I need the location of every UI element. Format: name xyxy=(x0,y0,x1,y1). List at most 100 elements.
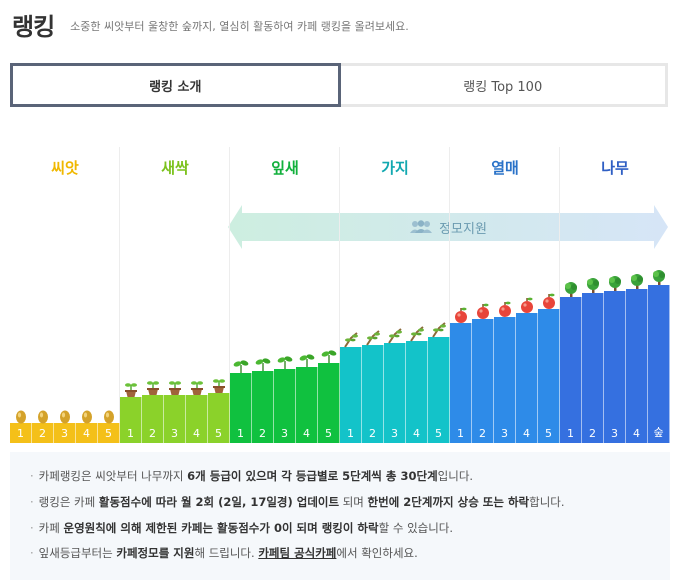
fruit-icon xyxy=(521,297,533,313)
stage-step-bar: 2 xyxy=(32,423,54,443)
branch-icon xyxy=(366,330,380,346)
stage-step-number: 4 xyxy=(193,427,200,440)
stage-step-number: 2 xyxy=(369,427,376,440)
sprout-pot-icon xyxy=(147,381,159,395)
stage-step-bar: 5 xyxy=(538,309,560,443)
tree-icon xyxy=(653,270,665,285)
stage-step-bar: 3 xyxy=(604,291,626,443)
stage-step-number: 2 xyxy=(259,427,266,440)
stage-step-bar: 1 xyxy=(560,297,582,443)
stage-step-bar: 1 xyxy=(120,397,142,443)
stage-step-bar: 3 xyxy=(494,317,516,443)
note-item: 랭킹은 카페 활동점수에 따라 월 2회 (2일, 17일경) 업데이트 되며 … xyxy=(30,494,565,510)
stage-step-bar: 5 xyxy=(208,393,230,443)
stage-step-number: 1 xyxy=(457,427,464,440)
branch-icon xyxy=(432,322,446,338)
leaf-icon xyxy=(299,354,315,367)
stage-step-number: 3 xyxy=(391,427,398,440)
stage-step-number: 3 xyxy=(281,427,288,440)
stage-divider xyxy=(559,147,560,437)
stage-step-bar: 5 xyxy=(318,363,340,443)
stage-step-number: 4 xyxy=(413,427,420,440)
fruit-icon xyxy=(477,303,489,319)
note-item: 카페랭킹은 씨앗부터 나무까지 6개 등급이 있으며 각 등급별로 5단계씩 총… xyxy=(30,468,473,484)
tab-bar: 랭킹 소개 랭킹 Top 100 xyxy=(10,63,668,107)
stage-step-number: 5 xyxy=(215,427,222,440)
branch-icon xyxy=(344,332,358,348)
stage-step-number: 2 xyxy=(479,427,486,440)
stage-step-number: 4 xyxy=(83,427,90,440)
stage-step-bar: 3 xyxy=(164,395,186,443)
sprout-pot-icon xyxy=(191,381,203,395)
tree-icon xyxy=(631,274,643,289)
ranking-stage-chart: 정모지원 씨앗 1 2 3 4 5 새싹 1 2 3 4 5 잎새 1 2 3 4 5 가지 1 2 3 4 5 열매 1 2 3 4 5… xyxy=(10,147,670,443)
tab-ranking-intro[interactable]: 랭킹 소개 xyxy=(10,63,341,107)
stage-step-bar: 4 xyxy=(76,423,98,443)
stage-label-3: 잎새 xyxy=(271,159,299,177)
stage-label-2: 새싹 xyxy=(161,159,189,177)
stage-divider xyxy=(119,147,120,437)
seed-icon xyxy=(104,410,114,424)
banner-content: 정모지원 xyxy=(228,205,668,249)
stage-step-bar: 3 xyxy=(274,369,296,443)
stage-step-number: 1 xyxy=(17,427,24,440)
page-subtitle: 소중한 씨앗부터 울창한 숲까지, 열심히 활동하여 카페 랭킹을 올려보세요. xyxy=(70,20,409,33)
tab-ranking-top100[interactable]: 랭킹 Top 100 xyxy=(340,63,668,107)
stage-divider xyxy=(339,147,340,437)
stage-step-number: 5 xyxy=(435,427,442,440)
leaf-icon xyxy=(321,350,337,363)
stage-step-number: 4 xyxy=(633,427,640,440)
stage-step-bar: 숲 xyxy=(648,285,670,443)
fruit-icon xyxy=(543,293,555,309)
stage-step-bar: 4 xyxy=(516,313,538,443)
stage-step-bar: 3 xyxy=(384,343,406,443)
stage-step-number: 2 xyxy=(589,427,596,440)
stage-step-number: 2 xyxy=(149,427,156,440)
stage-step-bar: 4 xyxy=(406,341,428,443)
stage-step-number: 4 xyxy=(523,427,530,440)
banner-label: 정모지원 xyxy=(439,221,487,237)
stage-step-bar: 2 xyxy=(472,319,494,443)
stage-label-6: 나무 xyxy=(601,159,629,177)
seed-icon xyxy=(82,410,92,424)
stage-step-bar: 1 xyxy=(10,423,32,443)
stage-step-bar: 4 xyxy=(626,289,648,443)
stage-divider xyxy=(449,147,450,437)
stage-step-number: 4 xyxy=(303,427,310,440)
stage-step-bar: 2 xyxy=(582,293,604,443)
tree-icon xyxy=(609,276,621,291)
stage-step-bar: 4 xyxy=(296,367,318,443)
stage-step-number: 2 xyxy=(39,427,46,440)
stage-step-bar: 1 xyxy=(450,323,472,443)
branch-icon xyxy=(388,328,402,344)
note-item: 카페 운영원칙에 의해 제한된 카페는 활동점수가 0이 되며 랭킹이 하락할 … xyxy=(30,520,453,536)
stage-step-number: 숲 xyxy=(653,426,664,439)
sprout-pot-icon xyxy=(169,381,181,395)
stage-step-bar: 5 xyxy=(428,337,450,443)
page-title: 랭킹 xyxy=(12,12,55,41)
fruit-icon xyxy=(499,301,511,317)
stage-label-5: 열매 xyxy=(491,159,519,177)
stage-step-bar: 2 xyxy=(252,371,274,443)
official-cafe-link[interactable]: 카페팀 공식카페 xyxy=(258,546,337,560)
banner-arrow-shape xyxy=(228,205,668,249)
sprout-pot-icon xyxy=(125,383,137,397)
stage-step-number: 3 xyxy=(61,427,68,440)
meetup-support-banner: 정모지원 xyxy=(228,205,668,249)
stage-step-number: 5 xyxy=(325,427,332,440)
tree-icon xyxy=(587,278,599,293)
stage-step-number: 3 xyxy=(171,427,178,440)
stage-step-bar: 1 xyxy=(230,373,252,443)
stage-step-bar: 4 xyxy=(186,395,208,443)
ranking-notes: 카페랭킹은 씨앗부터 나무까지 6개 등급이 있으며 각 등급별로 5단계씩 총… xyxy=(10,452,670,580)
stage-step-number: 1 xyxy=(347,427,354,440)
stage-step-number: 5 xyxy=(545,427,552,440)
stage-label-4: 가지 xyxy=(381,159,409,177)
note-item: 잎새등급부터는 카페정모를 지원해 드립니다. 카페팀 공식카페에서 확인하세요… xyxy=(30,545,418,561)
stage-step-bar: 1 xyxy=(340,347,362,443)
stage-step-number: 1 xyxy=(237,427,244,440)
stage-step-number: 3 xyxy=(611,427,618,440)
seed-icon xyxy=(60,410,70,424)
tree-icon xyxy=(565,282,577,297)
page-header: 랭킹 소중한 씨앗부터 울창한 숲까지, 열심히 활동하여 카페 랭킹을 올려보… xyxy=(12,8,409,41)
